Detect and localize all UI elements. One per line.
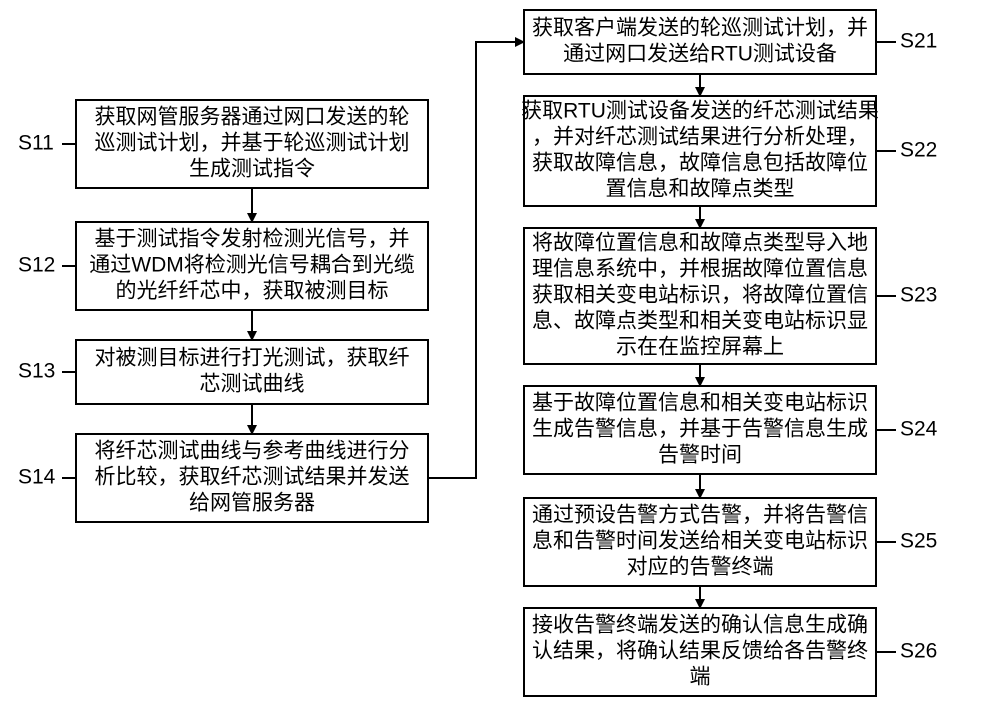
step-label: S13 <box>18 360 55 383</box>
step-label-group: S22 <box>876 139 937 162</box>
flow-box-text: 巡测试计划，并基于轮巡测试计划 <box>95 132 410 155</box>
flow-box-text: 析比较，获取纤芯测试结果并发送 <box>95 466 410 489</box>
flow-box-text: 获取相关变电站标识，将故障位置信 <box>532 284 868 307</box>
flow-box-text: 对应的告警终端 <box>627 556 774 579</box>
flow-box-text: 生成测试指令 <box>189 158 315 181</box>
flow-box-text: 获取故障信息，故障信息包括故障位 <box>532 152 868 175</box>
flow-box-text: 通过WDM将检测光信号耦合到光缆 <box>89 254 414 277</box>
step-label: S12 <box>18 254 55 277</box>
step-label: S21 <box>900 30 937 53</box>
flow-box-text: 息和告警时间发送给相关变电站标识 <box>532 530 868 553</box>
flow-box-text: 置信息和故障点类型 <box>606 178 795 201</box>
flow-box-text: 认结果，将确认结果反馈给各告警终 <box>532 640 868 663</box>
left-box-S13: 对被测目标进行打光测试，获取纤芯测试曲线 <box>76 340 428 404</box>
flow-box-text: 通过预设告警方式告警，并将告警信 <box>532 504 868 527</box>
step-label-group: S13 <box>18 360 76 383</box>
flow-box-text: 基于测试指令发射检测光信号，并 <box>95 228 410 251</box>
left-box-S11: 获取网管服务器通过网口发送的轮巡测试计划，并基于轮巡测试计划生成测试指令 <box>76 100 428 188</box>
flow-arrow <box>428 42 524 478</box>
right-box-S21: 获取客户端发送的轮巡测试计划，并通过网口发送给RTU测试设备 <box>524 10 876 74</box>
flow-box-text: 理信息系统中，并根据故障位置信息 <box>532 258 868 281</box>
flow-box-text: 获取客户端发送的轮巡测试计划，并 <box>532 17 868 40</box>
right-box-S22: 获取RTU测试设备发送的纤芯测试结果 ，并对纤芯测试结果进行分析处理， 获取故障信息… <box>521 96 879 206</box>
right-box-S25: 通过预设告警方式告警，并将告警信息和告警时间发送给相关变电站标识对应的告警终端 <box>524 498 876 586</box>
step-label-group: S11 <box>18 132 76 155</box>
flow-box-text: 端 <box>690 666 711 689</box>
flow-box-text: 生成告警信息，并基于告警信息生成 <box>532 418 868 441</box>
step-label-group: S25 <box>876 530 937 553</box>
flow-box-text: 对被测目标进行打光测试，获取纤 <box>95 347 410 370</box>
flow-box-text: 通过网口发送给RTU测试设备 <box>563 43 837 66</box>
left-box-S12: 基于测试指令发射检测光信号，并通过WDM将检测光信号耦合到光缆的光纤纤芯中，获取… <box>76 222 428 310</box>
step-label-group: S14 <box>18 466 76 489</box>
step-label: S14 <box>18 466 56 489</box>
flow-box-text: 息、故障点类型和相关变电站标识显 <box>532 310 868 333</box>
right-box-S26: 接收告警终端发送的确认信息生成确认结果，将确认结果反馈给各告警终端 <box>524 608 876 696</box>
step-label-group: S26 <box>876 640 937 663</box>
right-box-S24: 基于故障位置信息和相关变电站标识生成告警信息，并基于告警信息生成告警时间 <box>524 386 876 474</box>
flow-box-text: 的光纤纤芯中，获取被测目标 <box>116 280 389 303</box>
step-label: S24 <box>900 418 938 441</box>
step-label-group: S21 <box>876 30 937 53</box>
flow-box-text: 将故障位置信息和故障点类型导入地 <box>532 232 868 255</box>
right-box-S23: 将故障位置信息和故障点类型导入地理信息系统中，并根据故障位置信息获取相关变电站标… <box>524 228 876 364</box>
flow-box-text: 芯测试曲线 <box>200 373 305 396</box>
step-label: S25 <box>900 530 937 553</box>
flow-box-text: 接收告警终端发送的确认信息生成确 <box>532 614 868 637</box>
flow-box-text: 将纤芯测试曲线与参考曲线进行分 <box>95 440 410 463</box>
flow-box-text: 给网管服务器 <box>189 492 315 515</box>
flow-box-text: ，并对纤芯测试结果进行分析处理， <box>532 126 868 149</box>
flow-box-text: 基于故障位置信息和相关变电站标识 <box>532 392 868 415</box>
step-label-group: S23 <box>876 284 937 307</box>
left-box-S14: 将纤芯测试曲线与参考曲线进行分析比较，获取纤芯测试结果并发送给网管服务器 <box>76 434 428 522</box>
step-label: S26 <box>900 640 937 663</box>
step-label-group: S12 <box>18 254 76 277</box>
flow-box-text: 告警时间 <box>658 444 742 467</box>
step-label-group: S24 <box>876 418 938 441</box>
step-label: S11 <box>18 132 54 155</box>
flow-box-text: 示在在监控屏幕上 <box>616 336 784 359</box>
flow-box-text: 获取RTU测试设备发送的纤芯测试结果 <box>521 100 879 123</box>
step-label: S22 <box>900 139 937 162</box>
flow-box-text: 获取网管服务器通过网口发送的轮 <box>95 106 410 129</box>
step-label: S23 <box>900 284 937 307</box>
